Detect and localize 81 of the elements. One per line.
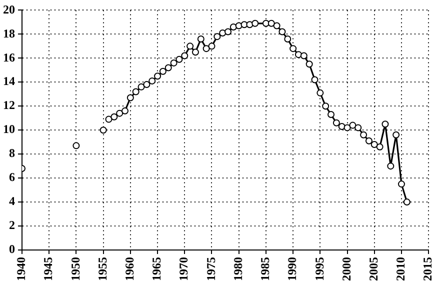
point <box>306 60 313 68</box>
point <box>143 81 150 88</box>
point <box>132 88 140 96</box>
point <box>300 52 308 60</box>
point <box>224 28 232 36</box>
point <box>208 42 216 50</box>
point <box>316 89 324 96</box>
x-tick-label: 1960 <box>122 257 137 281</box>
x-tick-label: 2010 <box>394 257 408 281</box>
y-tick-label: 2 <box>9 218 15 232</box>
point <box>360 131 368 138</box>
y-tick-label: 0 <box>9 242 15 256</box>
point <box>398 180 405 188</box>
point <box>230 23 237 30</box>
x-tick-label: 1975 <box>204 257 218 281</box>
point <box>100 126 107 134</box>
point <box>154 72 162 80</box>
x-tick-label: 1945 <box>41 257 56 281</box>
point <box>202 45 210 52</box>
point <box>235 22 242 30</box>
point <box>290 45 297 52</box>
point <box>392 131 400 138</box>
point <box>126 94 134 102</box>
point <box>344 124 351 132</box>
point <box>382 120 389 128</box>
point <box>192 48 199 56</box>
y-tick-label: 6 <box>9 170 15 184</box>
point <box>186 42 194 50</box>
point <box>338 123 346 130</box>
x-tick-label: 2000 <box>339 257 354 281</box>
point <box>252 20 259 27</box>
y-tick-label: 20 <box>3 2 15 16</box>
point <box>105 116 112 123</box>
y-tick-label: 8 <box>9 146 15 160</box>
point <box>322 102 330 110</box>
point <box>332 119 340 126</box>
x-tick-label: 1940 <box>14 257 28 281</box>
point <box>278 28 286 36</box>
x-tick-label: 2015 <box>420 257 435 281</box>
point <box>110 113 118 120</box>
point <box>164 64 172 72</box>
point <box>148 77 156 84</box>
y-tick-label: 10 <box>3 122 15 136</box>
point <box>311 76 318 84</box>
point <box>403 198 410 206</box>
x-tick-label: 1980 <box>230 257 245 281</box>
point <box>387 162 394 170</box>
point <box>197 35 204 42</box>
point <box>176 56 183 63</box>
y-tick-label: 16 <box>3 50 15 64</box>
x-tick-label: 1985 <box>258 257 272 281</box>
y-tick-label: 18 <box>3 26 15 40</box>
point <box>376 143 384 150</box>
point <box>273 22 280 30</box>
y-tick-label: 12 <box>3 98 15 112</box>
point <box>284 35 292 42</box>
point <box>116 110 124 117</box>
point <box>294 51 302 58</box>
x-tick-label: 1955 <box>95 257 110 281</box>
point <box>159 68 166 75</box>
point <box>138 83 145 90</box>
x-tick-label: 1990 <box>285 257 300 281</box>
x-tick-label: 1950 <box>68 257 82 281</box>
x-tick-label: 1995 <box>312 257 326 281</box>
point <box>72 142 80 150</box>
point <box>268 20 275 27</box>
point <box>349 122 356 129</box>
x-tick-label: 1970 <box>176 257 191 281</box>
point <box>214 33 221 40</box>
point <box>370 140 378 148</box>
point <box>354 124 362 132</box>
point <box>181 52 188 60</box>
point <box>170 59 178 66</box>
point <box>122 107 129 114</box>
point <box>328 111 335 118</box>
x-tick-label: 2005 <box>366 257 380 281</box>
y-tick-label: 4 <box>9 194 15 208</box>
point <box>365 137 372 144</box>
x-tick-label: 1965 <box>150 257 164 281</box>
y-tick-label: 14 <box>3 74 15 88</box>
point <box>219 29 226 36</box>
